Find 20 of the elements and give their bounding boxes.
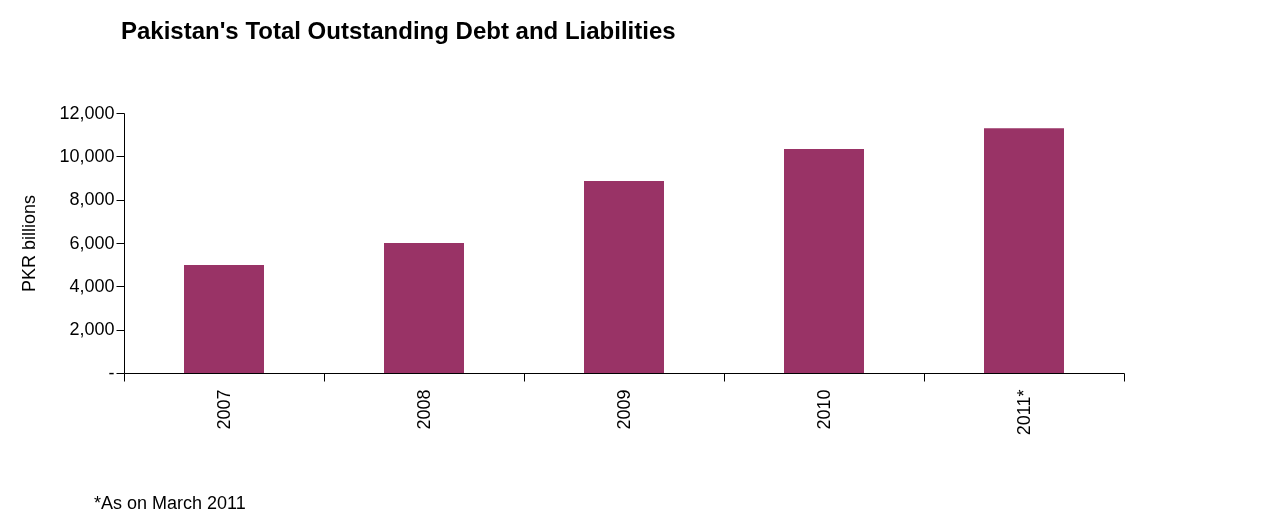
bar (984, 128, 1064, 373)
y-tick-label: 2,000 (69, 319, 115, 340)
x-tick-label: 2011* (1013, 389, 1034, 436)
y-tick-label: 6,000 (69, 232, 115, 253)
y-tick-label: 12,000 (59, 102, 115, 123)
y-tick-label: 10,000 (59, 145, 115, 166)
x-tick-label: 2009 (613, 389, 634, 430)
x-tick-label: 2008 (413, 389, 434, 430)
y-tick-label: 4,000 (69, 275, 115, 296)
chart-title: Pakistan's Total Outstanding Debt and Liabilities (120, 17, 676, 44)
y-tick-label: - (108, 362, 115, 383)
x-tick-label: 2010 (813, 389, 834, 430)
bar (184, 264, 264, 373)
y-axis-title: PKR billions (19, 194, 40, 293)
bar (584, 181, 664, 373)
x-tick-label: 2007 (213, 389, 234, 430)
bar (384, 243, 464, 373)
bar (784, 148, 864, 373)
text: *As on March 2011 (94, 493, 246, 513)
y-tick-label: 8,000 (69, 189, 115, 210)
